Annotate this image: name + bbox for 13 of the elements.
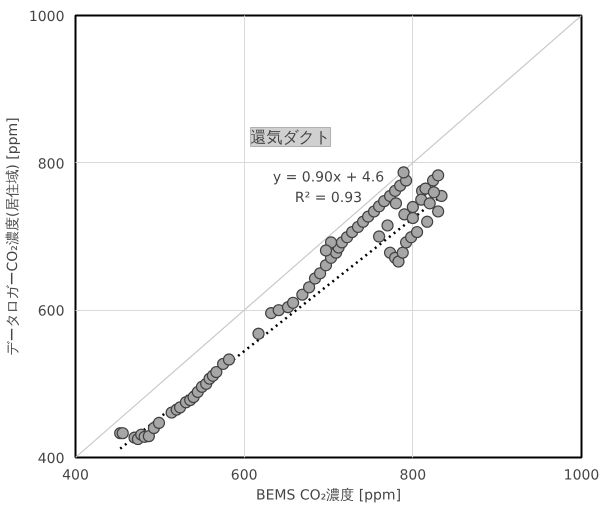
x-tick-label: 1000 xyxy=(564,468,600,484)
x-axis-title: BEMS CO₂濃度 [ppm] xyxy=(256,488,402,504)
y-tick-label: 400 xyxy=(38,451,65,467)
annotation: R² = 0.93 xyxy=(294,190,362,206)
x-tick-label: 600 xyxy=(230,468,258,484)
y-tick-label: 800 xyxy=(38,156,65,172)
y-axis-title: データロガーCO₂濃度(居住域) [ppm] xyxy=(4,117,21,356)
y-tick-label: 600 xyxy=(38,304,65,320)
x-tick-label: 800 xyxy=(399,468,426,484)
annotation: y = 0.90x + 4.6 xyxy=(272,170,384,186)
annotation: 還気ダクト xyxy=(250,128,331,147)
y-tick-label: 1000 xyxy=(28,9,65,25)
x-tick-label: 400 xyxy=(62,468,89,484)
